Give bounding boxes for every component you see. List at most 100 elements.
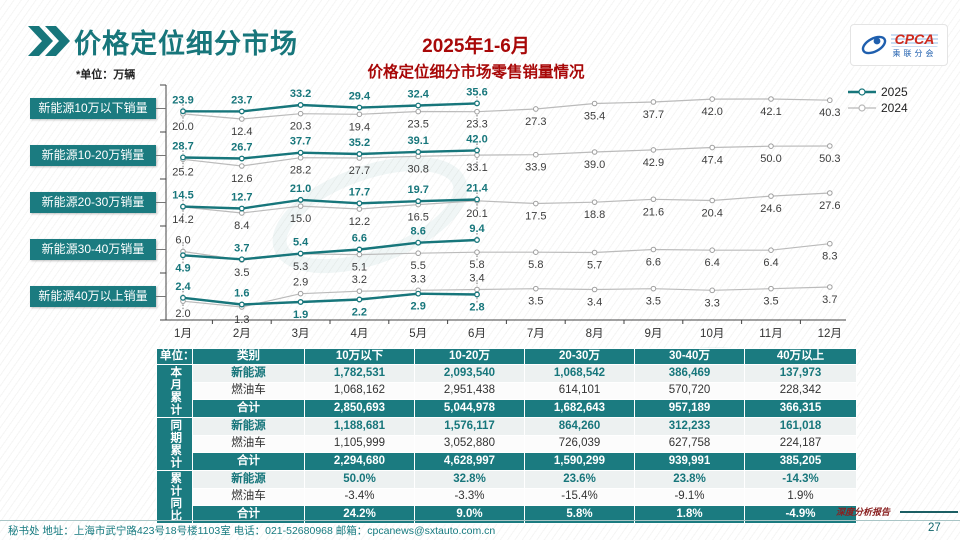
row-group-label-text: 同期累计 xyxy=(169,419,182,469)
data-label-2024: 3.3 xyxy=(411,273,426,285)
marker-2024 xyxy=(533,151,539,158)
data-label-2025: 9.4 xyxy=(469,223,485,235)
data-label-2025: 5.4 xyxy=(293,237,309,249)
data-label-2024: 42.1 xyxy=(760,106,781,118)
marker-2024 xyxy=(709,287,716,294)
data-label-2025: 2.2 xyxy=(352,307,367,319)
value-cell: 2,850,693 xyxy=(304,399,415,418)
marker-2025 xyxy=(238,301,245,308)
marker-2024 xyxy=(827,284,833,290)
data-label-2024: 20.4 xyxy=(701,208,722,220)
table-row-1-0: 同期累计 新能源 1,188,681 1,576,117 864,260 312,233 1… xyxy=(156,417,857,471)
page-number: 27 xyxy=(928,522,941,534)
data-label-2024: 25.2 xyxy=(172,166,193,178)
marker-2025 xyxy=(180,203,186,210)
segment-box-under-100k: 新能源10万以下销量 xyxy=(30,98,156,119)
category-cell: 合计 xyxy=(192,452,305,471)
data-label-2025: 6.6 xyxy=(352,232,367,244)
data-label-2024: 6.4 xyxy=(763,257,778,269)
value-cell: 4,628,997 xyxy=(414,452,525,471)
data-label-2024: 24.6 xyxy=(760,203,781,215)
x-axis-label: 12月 xyxy=(818,328,842,340)
value-cell: 23.8% xyxy=(634,470,745,489)
data-label-2024: 3.7 xyxy=(822,294,837,306)
marker-2024 xyxy=(356,111,363,118)
line-2025 xyxy=(182,198,478,210)
category-cell: 合计 xyxy=(192,399,305,418)
data-label-2024: 47.4 xyxy=(701,155,722,167)
data-label-2024: 40.3 xyxy=(819,107,840,119)
data-label-2025: 3.7 xyxy=(234,242,249,254)
marker-2024 xyxy=(650,99,657,105)
table-row-1-2: 合计 2,294,680 4,628,997 1,590,299 939,991 385,… xyxy=(157,452,857,471)
data-label-2025: 2.8 xyxy=(469,302,484,314)
data-label-2025: 33.2 xyxy=(290,88,311,100)
value-cell: 50.0% xyxy=(304,470,415,489)
marker-2024 xyxy=(297,110,304,117)
data-label-2025: 8.6 xyxy=(411,226,426,238)
chart-legend: 2025 2024 xyxy=(848,84,908,116)
marker-2025 xyxy=(356,296,363,303)
data-label-2024: 50.3 xyxy=(819,153,840,165)
value-cell: 24.2% xyxy=(304,505,415,524)
marker-2024 xyxy=(827,190,833,196)
value-cell: 627,758 xyxy=(634,434,745,454)
value-cell: 2,294,680 xyxy=(304,452,415,471)
marker-2024 xyxy=(474,108,480,115)
data-label-2024: 39.0 xyxy=(584,159,605,171)
data-label-2025: 28.7 xyxy=(172,140,193,152)
table-header-row: 单位：辆 类别 10万以下 10-20万 20-30万 30-40万 40万以上 xyxy=(156,348,857,365)
value-cell: 1,576,117 xyxy=(414,417,525,436)
marker-2024 xyxy=(768,285,774,292)
row-group-label: 本月累计 xyxy=(156,364,193,418)
data-label-2025: 1.9 xyxy=(293,309,308,321)
marker-2024 xyxy=(356,288,363,294)
data-label-2025: 29.4 xyxy=(349,91,371,103)
marker-2025 xyxy=(297,196,304,203)
marker-2024 xyxy=(474,249,480,256)
marker-2025 xyxy=(474,100,480,107)
marker-2025 xyxy=(238,155,245,162)
marker-2025 xyxy=(474,196,480,203)
value-cell: 161,018 xyxy=(744,417,857,436)
marker-2025 xyxy=(180,252,186,259)
legend-label: 2024 xyxy=(881,101,908,115)
marker-2024 xyxy=(827,240,833,247)
logo-brand-text: CPCA xyxy=(890,31,939,47)
marker-2024 xyxy=(650,246,657,253)
value-cell: 386,469 xyxy=(634,364,745,383)
marker-2025 xyxy=(297,149,304,156)
value-cell: 2,951,438 xyxy=(414,381,525,401)
marker-2024 xyxy=(239,116,245,122)
data-label-2025: 12.7 xyxy=(231,192,252,204)
marker-2025 xyxy=(238,108,245,115)
value-cell: 385,205 xyxy=(744,452,857,471)
data-label-2024: 17.5 xyxy=(525,211,546,223)
data-label-2025: 21.0 xyxy=(290,183,311,195)
data-label-2024: 5.1 xyxy=(352,262,367,274)
table-row-1-1: 燃油车 1,105,999 3,052,880 726,039 627,758 224,1… xyxy=(157,434,857,454)
x-axis-label: 6月 xyxy=(468,328,486,340)
data-label-2025: 2.4 xyxy=(175,281,191,293)
table-row-2-0: 累计同比 新能源 50.0% 32.8% 23.6% 23.8% -14.3% xyxy=(156,470,857,524)
marker-2024 xyxy=(239,163,245,169)
marker-2025 xyxy=(356,104,363,111)
cpca-logo: CPCA 乘联分会 xyxy=(850,24,948,66)
x-axis-label: 11月 xyxy=(759,328,782,340)
data-label-2024: 15.0 xyxy=(290,213,311,225)
data-label-2024: 20.0 xyxy=(172,121,193,133)
data-label-2024: 35.4 xyxy=(584,111,605,123)
value-cell: -4.9% xyxy=(744,505,857,524)
footer-contact: 秘书处 地址：上海市武宁路423号18号楼1103室 电话：021-526809… xyxy=(8,525,496,537)
value-cell: 9.0% xyxy=(414,505,525,524)
marker-2024 xyxy=(709,144,716,151)
value-cell: 2,093,540 xyxy=(414,364,525,383)
logo-sub-text: 乘联分会 xyxy=(892,48,937,58)
data-label-2024: 6.4 xyxy=(705,257,720,269)
value-cell: 726,039 xyxy=(524,434,635,454)
x-axis-label: 2月 xyxy=(233,328,251,340)
marker-2024 xyxy=(768,247,774,253)
data-label-2025: 2.9 xyxy=(411,301,426,313)
marker-2025 xyxy=(474,291,480,298)
